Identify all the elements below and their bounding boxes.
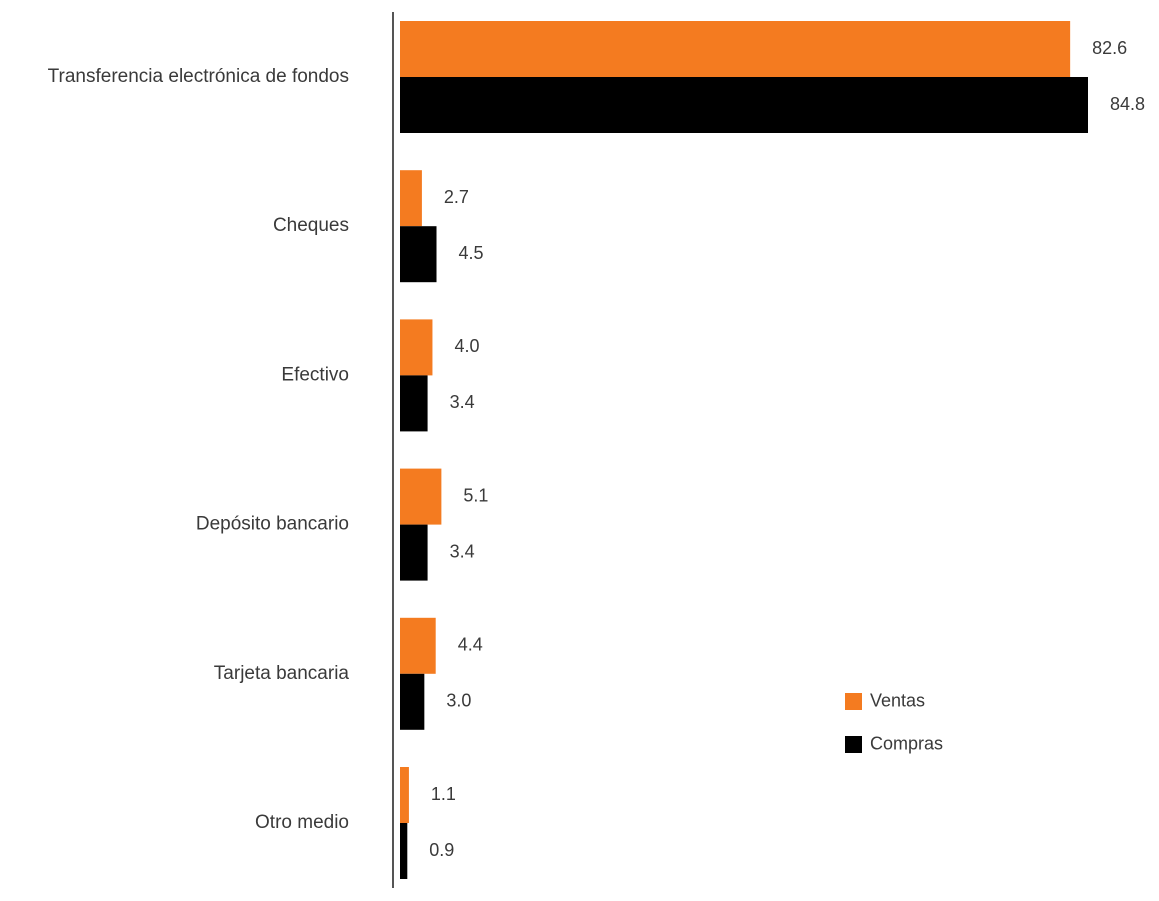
data-label-compras: 0.9 xyxy=(429,840,454,860)
category-label: Efectivo xyxy=(281,364,349,385)
data-label-compras: 3.4 xyxy=(450,392,475,412)
bar-ventas xyxy=(400,767,409,823)
data-label-compras: 4.5 xyxy=(459,243,484,263)
legend: Ventas Compras xyxy=(845,690,943,753)
bar-ventas xyxy=(400,319,433,376)
bar-compras xyxy=(400,226,437,283)
data-label-compras: 84.8 xyxy=(1110,94,1145,114)
data-label-ventas: 4.0 xyxy=(454,336,479,356)
data-label-ventas: 5.1 xyxy=(463,485,488,505)
data-label-ventas: 82.6 xyxy=(1092,38,1127,58)
data-label-ventas: 4.4 xyxy=(458,635,483,655)
category-label: Tarjeta bancaria xyxy=(214,663,350,684)
bar-ventas xyxy=(400,21,1071,77)
bar-compras xyxy=(400,823,408,879)
bar-compras xyxy=(400,77,1088,133)
bar-compras xyxy=(400,673,425,730)
legend-label-compras: Compras xyxy=(870,733,943,753)
data-label-compras: 3.4 xyxy=(450,541,475,561)
bar-compras xyxy=(400,524,428,581)
bar-ventas xyxy=(400,468,442,525)
bar-ventas xyxy=(400,170,422,227)
category-label: Transferencia electrónica de fondos xyxy=(48,66,349,87)
data-label-compras: 3.0 xyxy=(446,691,471,711)
category-label: Otro medio xyxy=(255,812,349,833)
legend-label-ventas: Ventas xyxy=(870,690,925,710)
data-label-ventas: 2.7 xyxy=(444,187,469,207)
legend-swatch-ventas xyxy=(845,693,862,710)
category-label: Depósito bancario xyxy=(196,514,349,535)
legend-swatch-compras xyxy=(845,736,862,753)
bar-ventas xyxy=(400,617,436,674)
labels-layer: Transferencia electrónica de fondos 82.6 8… xyxy=(48,38,1145,860)
bar-compras xyxy=(400,375,428,432)
data-label-ventas: 1.1 xyxy=(431,784,456,804)
category-label: Cheques xyxy=(273,215,349,236)
bars-layer xyxy=(400,21,1088,879)
